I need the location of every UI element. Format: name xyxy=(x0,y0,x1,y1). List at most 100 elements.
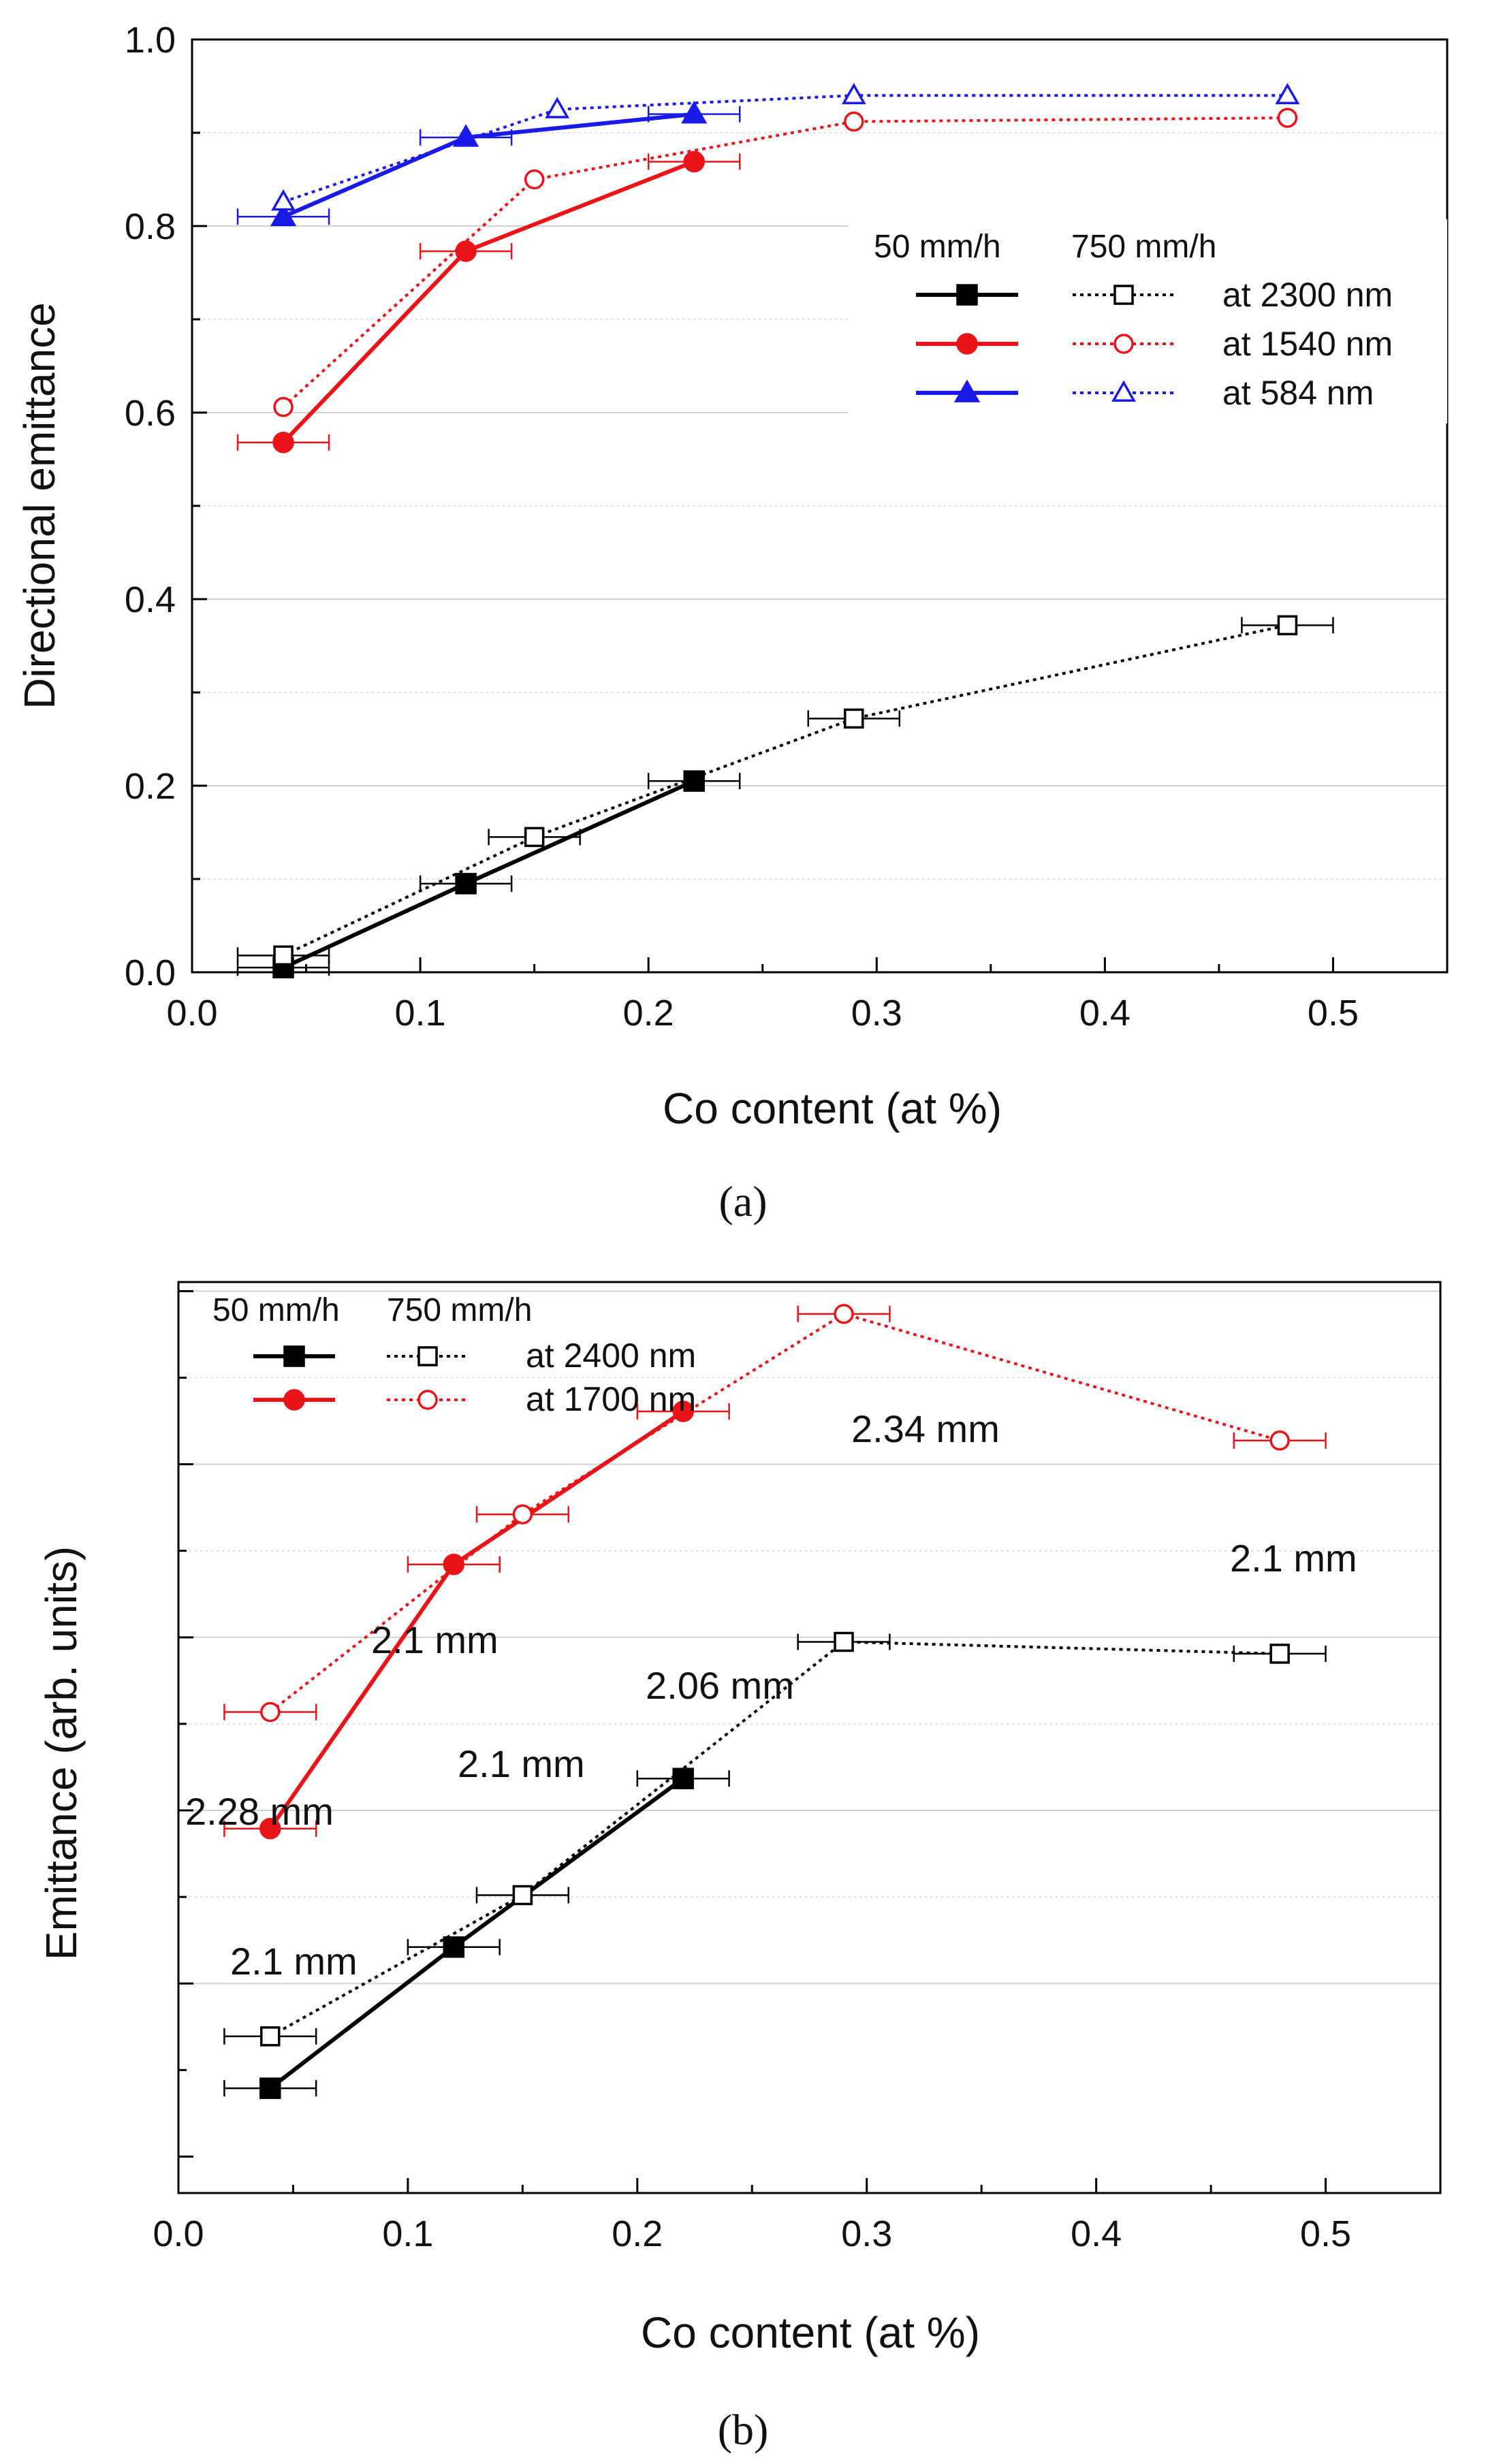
panel-a-legend-background xyxy=(848,219,1447,423)
annotation-2-1mm-mid: 2.1 mm xyxy=(458,1742,585,1785)
panel-b-xtick-label-2: 0.2 xyxy=(612,2213,663,2254)
panel-a-legend-filled-marker-2 xyxy=(953,379,981,402)
panel-b-xlabel: Co content (at %) xyxy=(641,2308,980,2357)
panel-b-frame xyxy=(177,1281,1442,2194)
panel-a-ylabel: Directional emittance xyxy=(15,302,64,709)
panel-a-series-1-point-3 xyxy=(1277,615,1298,636)
panel-b-axis-ticks: 0.0 0.1 0.2 0.3 0.4 0.5 xyxy=(153,1290,1442,2254)
panel-a-label: (a) xyxy=(718,1177,767,1226)
panel-a-legend-open-marker-1 xyxy=(1113,334,1134,354)
panel-b-legend: 50 mm/h 750 mm/h at 2400 nm at 1700 nm xyxy=(212,1292,696,1418)
panel-b-series-1-point-0 xyxy=(260,2026,281,2047)
panel-b-series-0-point-0 xyxy=(259,2077,281,2099)
panel-a-series-3-point-1 xyxy=(524,169,545,190)
panel-a-legend-header-750: 750 mm/h xyxy=(1071,229,1216,265)
panel-a-series-5-line xyxy=(283,94,1288,204)
panel-b-xtick-label-0: 0.0 xyxy=(153,2213,204,2254)
panel-a-series-3-point-0 xyxy=(273,397,294,417)
panel-a-series-2-point-1 xyxy=(455,240,477,262)
panel-b-label: (b) xyxy=(718,2405,769,2454)
panel-b-xtick-label-3: 0.3 xyxy=(841,2213,892,2254)
panel-a-series-4-point-0 xyxy=(270,203,297,227)
panel-b-series-1-point-1 xyxy=(512,1885,533,1906)
panel-b-series-3-point-1 xyxy=(512,1504,533,1524)
panel-a-legend: 50 mm/h 750 mm/h at 2300 nm at 1540 nm a… xyxy=(848,219,1447,423)
panel-a-ytick-label-0: 0.0 xyxy=(125,953,176,993)
panel-b-legend-filled-marker-0 xyxy=(283,1345,305,1367)
panel-a-series-4-line xyxy=(282,112,695,219)
annotation-2-1mm-upper: 2.1 mm xyxy=(371,1618,499,1661)
annotation-2-1mm-lower: 2.1 mm xyxy=(230,1940,358,1983)
panel-a-ytick-label-2: 0.4 xyxy=(125,579,176,620)
panel-b-gridlines xyxy=(178,1290,1440,1985)
panel-b-series-3-point-3 xyxy=(1269,1430,1290,1451)
panel-a-xtick-label-3: 0.3 xyxy=(851,993,902,1034)
panel-a-xtick-label-5: 0.5 xyxy=(1308,993,1359,1034)
panel-a-legend-label-584: at 584 nm xyxy=(1222,374,1374,412)
panel-b-annotations: 2.34 mm 2.1 mm 2.1 mm 2.06 mm 2.1 mm 2.2… xyxy=(185,1407,1357,1983)
panel-a-ytick-label-3: 0.6 xyxy=(125,393,176,434)
panel-b-legend-header-50: 50 mm/h xyxy=(212,1292,340,1328)
panel-a-series xyxy=(236,82,1334,978)
panel-a-series-2-line xyxy=(281,159,695,444)
panel-a-series-5-point-0 xyxy=(271,189,296,211)
panel-b-legend-filled-marker-1 xyxy=(283,1389,305,1411)
panel-a-ytick-label-1: 0.2 xyxy=(125,766,176,807)
panel-a-series-1-point-0 xyxy=(273,945,294,966)
panel-a-xlabel: Co content (at %) xyxy=(663,1084,1002,1133)
panel-a-series-5-point-1 xyxy=(545,97,570,118)
panel-a-series-2-point-2 xyxy=(683,150,705,173)
panel-b-series-1-point-3 xyxy=(1269,1644,1290,1664)
panel-a-series-0-50-2300 xyxy=(236,770,741,978)
panel-a-xtick-label-4: 0.4 xyxy=(1079,993,1131,1034)
panel-a-series-1-line xyxy=(283,624,1288,957)
panel-a-series-5-point-3 xyxy=(1275,82,1300,105)
panel-a-series-1-750-2300 xyxy=(236,615,1334,966)
panel-a-legend-header-50: 50 mm/h xyxy=(874,229,1001,265)
panel-a-series-3-750-1540 xyxy=(273,108,1298,417)
panel-a-legend-open-marker-0 xyxy=(1113,285,1134,305)
panel-a-series-3-point-3 xyxy=(1277,108,1298,128)
panel-b-legend-open-marker-1 xyxy=(417,1390,438,1410)
panel-a-ytick-label-4: 0.8 xyxy=(125,206,176,247)
panel-b-chart: 0.0 0.1 0.2 0.3 0.4 0.5 50 mm/h 750 mm/h at 2… xyxy=(37,1281,1442,2454)
panel-a-series-1-point-1 xyxy=(524,827,545,848)
panel-a-legend-open-marker-2 xyxy=(1111,380,1136,402)
panel-a-xtick-label-2: 0.2 xyxy=(623,993,674,1034)
panel-b-ylabel: Emittance (arb. units) xyxy=(37,1546,86,1960)
panel-b-series-3-750-1700 xyxy=(223,1304,1327,1723)
panel-a-series-0-line xyxy=(282,779,695,970)
panel-a-xtick-label-0: 0.0 xyxy=(166,993,217,1034)
panel-a-series-4-50-584 xyxy=(236,100,741,227)
panel-a-axis-ticks: 0.0 0.1 0.2 0.3 0.4 0.5 0.0 0.2 0.4 0.6 0.8 1.0 xyxy=(125,20,1449,1034)
panel-a-chart: 0.0 0.1 0.2 0.3 0.4 0.5 0.0 0.2 0.4 0.6 0.8 1.0 50 … xyxy=(15,20,1449,1226)
panel-b-series-2-point-1 xyxy=(443,1554,465,1575)
annotation-2-28mm: 2.28 mm xyxy=(185,1790,334,1833)
panel-b-series-3-point-2 xyxy=(834,1304,854,1324)
panel-a-legend-label-2300: at 2300 nm xyxy=(1222,276,1393,314)
panel-b-xtick-label-1: 0.1 xyxy=(382,2213,433,2254)
panel-b-xtick-label-4: 0.4 xyxy=(1071,2213,1122,2254)
panel-b-series-1-point-2 xyxy=(834,1631,854,1652)
panel-b-series-0-50-2400 xyxy=(223,1767,730,2099)
panel-b-series-0-point-1 xyxy=(443,1936,465,1958)
annotation-2-34mm: 2.34 mm xyxy=(851,1407,1000,1450)
panel-a-series-5-point-2 xyxy=(841,82,866,105)
annotation-2-1mm-right: 2.1 mm xyxy=(1230,1537,1357,1580)
panel-a-series-2-point-0 xyxy=(272,432,294,453)
panel-b-series-1-750-2400 xyxy=(223,1631,1327,2047)
panel-b-legend-label-2400: at 2400 nm xyxy=(526,1337,696,1375)
panel-b-series-2-50-1700 xyxy=(223,1401,730,1840)
annotation-2-06mm: 2.06 mm xyxy=(646,1664,794,1707)
panel-a-gridlines xyxy=(192,132,1447,880)
panel-a-legend-rows: at 2300 nm at 1540 nm at 584 nm xyxy=(916,276,1393,412)
panel-a-series-2-50-1540 xyxy=(236,150,741,453)
panel-a-series-4-point-1 xyxy=(452,124,479,147)
panel-a-legend-filled-marker-0 xyxy=(956,284,978,306)
panel-a-series-0-point-1 xyxy=(455,873,477,895)
panel-b-series-3-line xyxy=(269,1312,1280,1714)
panel-b-series-3-point-0 xyxy=(260,1701,281,1723)
panel-b-xtick-label-5: 0.5 xyxy=(1300,2213,1351,2254)
panel-b-series xyxy=(223,1304,1327,2099)
